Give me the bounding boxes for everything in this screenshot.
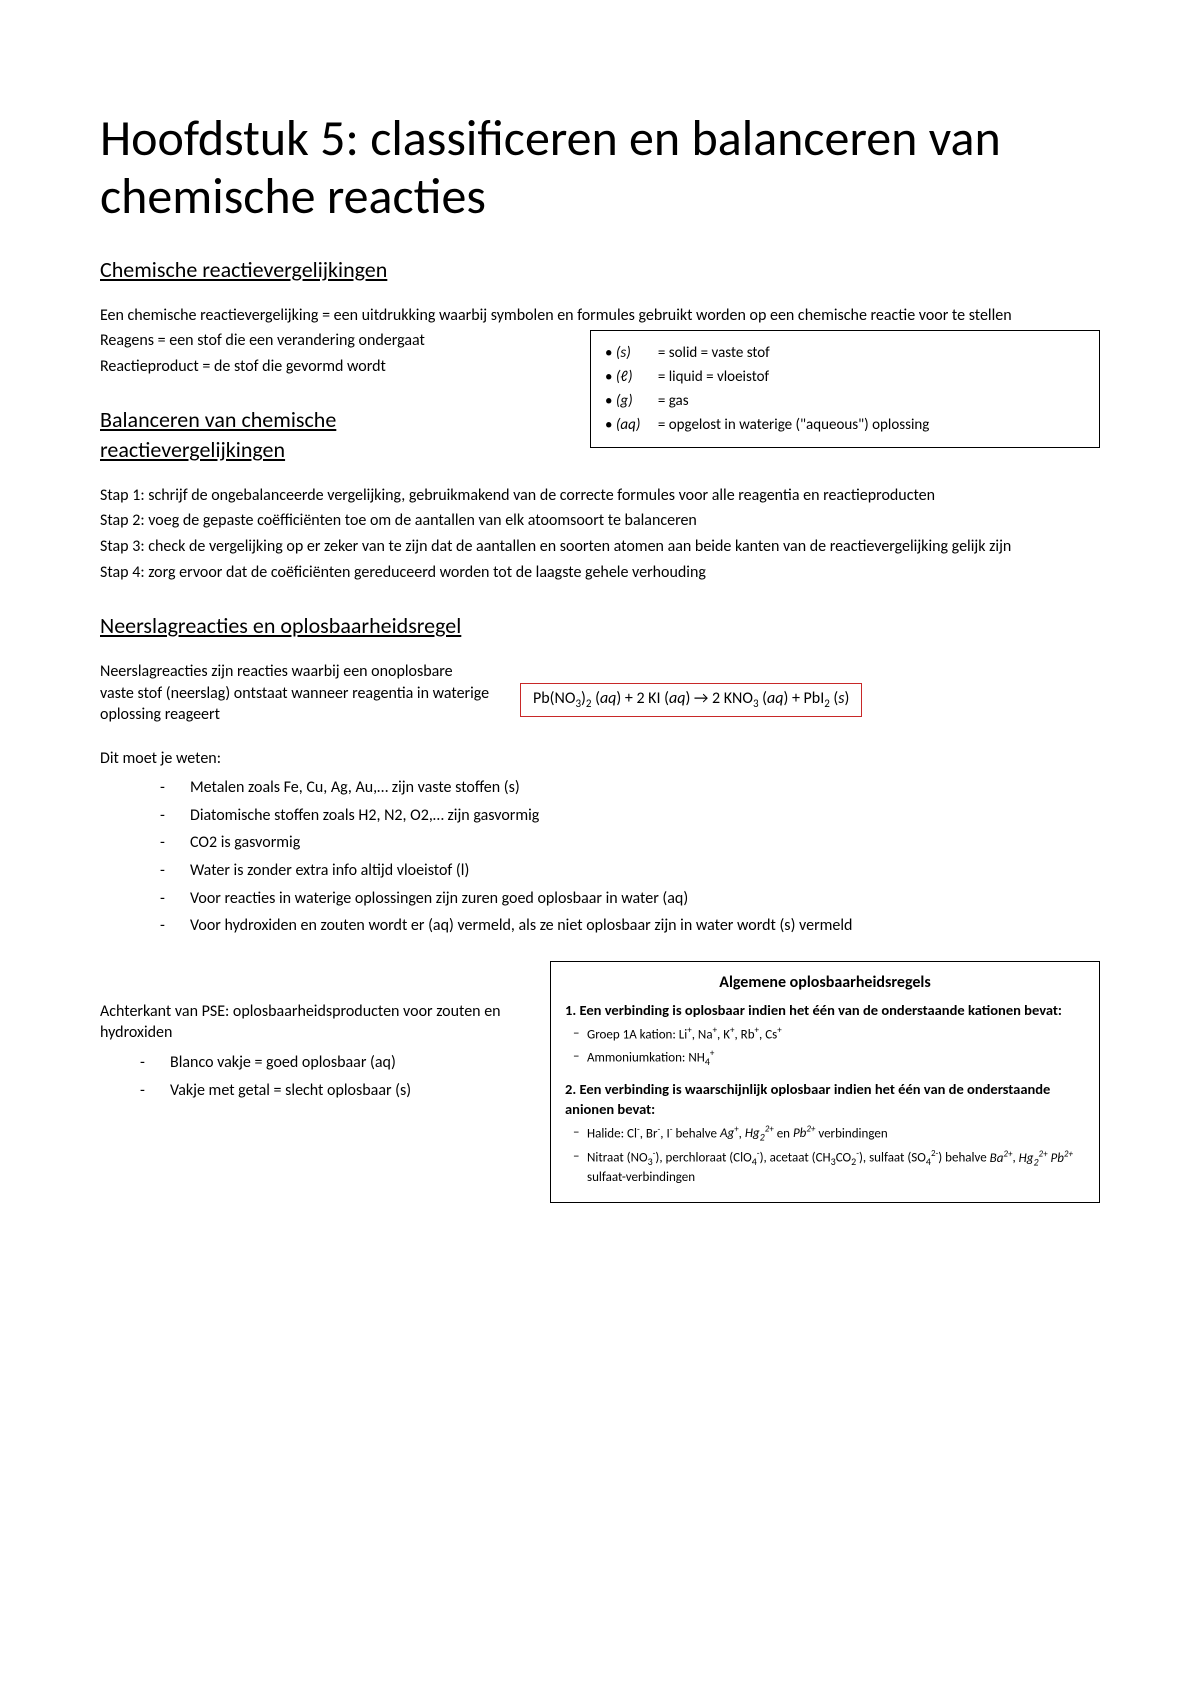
state-def-aq: = opgelost in waterige ("aqueous") oplos…	[658, 416, 929, 434]
rules-title: Algemene oplosbaarheidsregels	[565, 972, 1085, 994]
list-item: Diatomische stoffen zoals H2, N2, O2,… z…	[160, 805, 1100, 827]
list-item: Voor reacties in waterige oplossingen zi…	[160, 888, 1100, 910]
state-symbol-aq: (aq)	[616, 413, 658, 437]
rule-1-item-b: Ammoniumkation: NH4+	[565, 1048, 1085, 1069]
list-item: Voor hydroxiden en zouten wordt er (aq) …	[160, 915, 1100, 937]
reaction-equation-box: Pb(NO3)2 (aq) + 2 KI (aq) → 2 KNO3 (aq) …	[520, 683, 862, 717]
list-item: CO2 is gasvormig	[160, 832, 1100, 854]
list-item: Water is zonder extra info altijd vloeis…	[160, 860, 1100, 882]
paragraph-neerslag-def: Neerslagreacties zijn reacties waarbij e…	[100, 661, 490, 726]
paragraph-pse: Achterkant van PSE: oplosbaarheidsproduc…	[100, 1001, 520, 1044]
state-def-s: = solid = vaste stof	[658, 344, 770, 362]
rule-2-item-a: Halide: Cl-, Br-, I- behalve Ag+, Hg22+ …	[565, 1124, 1085, 1145]
state-symbol-s: (s)	[616, 341, 658, 365]
left-column: Achterkant van PSE: oplosbaarheidsproduc…	[100, 961, 520, 1203]
solubility-rules-box: Algemene oplosbaarheidsregels 1. Een ver…	[550, 961, 1100, 1203]
state-legend-box: • (s)= solid = vaste stof • (ℓ)= liquid …	[590, 330, 1100, 448]
rule-1-heading: 1. Een verbinding is oplosbaar indien he…	[565, 1000, 1085, 1020]
step-2: Stap 2: voeg de gepaste coëfficiënten to…	[100, 510, 1100, 532]
step-3: Stap 3: check de vergelijking op er zeke…	[100, 536, 1100, 558]
list-item: Blanco vakje = goed oplosbaar (aq)	[140, 1052, 520, 1074]
weten-list: Metalen zoals Fe, Cu, Ag, Au,… zijn vast…	[100, 777, 1100, 937]
step-4: Stap 4: zorg ervoor dat de coëficiënten …	[100, 562, 1100, 584]
list-item: Vakje met getal = slecht oplosbaar (s)	[140, 1080, 520, 1102]
paragraph-definition: Een chemische reactievergelijking = een …	[100, 305, 1100, 327]
list-item: Metalen zoals Fe, Cu, Ag, Au,… zijn vast…	[160, 777, 1100, 799]
rule-2-item-b: Nitraat (NO3-), perchloraat (ClO4-), ace…	[565, 1148, 1085, 1187]
rule-1-item-a: Groep 1A kation: Li+, Na+, K+, Rb+, Cs+	[565, 1025, 1085, 1045]
state-def-g: = gas	[658, 392, 689, 410]
paragraph-weten-intro: Dit moet je weten:	[100, 748, 1100, 770]
step-1: Stap 1: schrijf de ongebalanceerde verge…	[100, 485, 1100, 507]
heading-chem-reacties: Chemische reactievergelijkingen	[100, 255, 1100, 285]
state-symbol-g: (g)	[616, 389, 658, 413]
heading-neerslag: Neerslagreacties en oplosbaarheidsregel	[100, 611, 1100, 641]
heading-balanceren: Balanceren van chemische reactievergelij…	[100, 405, 520, 464]
state-symbol-l: (ℓ)	[616, 365, 658, 389]
rule-2-heading: 2. Een verbinding is waarschijnlijk oplo…	[565, 1079, 1085, 1120]
state-def-l: = liquid = vloeistof	[658, 368, 769, 386]
page-title: Hoofdstuk 5: classificeren en balanceren…	[100, 110, 1100, 225]
